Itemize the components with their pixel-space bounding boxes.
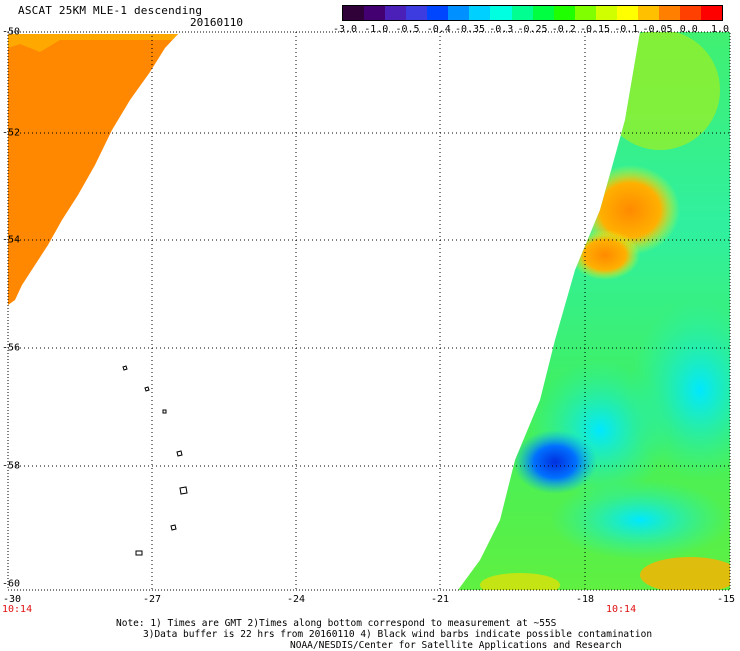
colorbar-swatch: [511, 6, 533, 20]
lon-label: -24: [286, 594, 306, 605]
colorbar-swatch: [701, 6, 723, 20]
colorbar-tick-label: -0.25: [517, 24, 548, 35]
time-label: 10:14: [606, 604, 637, 615]
east-swath: [458, 32, 730, 590]
colorbar-tick-label: -1.0: [364, 24, 389, 35]
lat-label: -54: [2, 234, 21, 246]
west-swath-edge: [8, 34, 178, 52]
colorbar-swatch: [574, 6, 596, 20]
time-label: 10:14: [2, 604, 33, 615]
colorbar-tick-label: -0.2: [551, 24, 576, 35]
footnote-line: Note: 1) Times are GMT 2)Times along bot…: [116, 618, 557, 629]
grid-lines: [8, 32, 730, 590]
colorbar-swatch: [448, 6, 470, 20]
colorbar: [342, 5, 723, 21]
colorbar-tick-label: -0.1: [614, 24, 639, 35]
colorbar-swatch: [343, 6, 365, 20]
west-swath: [8, 34, 178, 305]
colorbar-swatch: [616, 6, 638, 20]
chart-title: ASCAT 25KM MLE-1 descending: [18, 4, 203, 17]
colorbar-tick-label: -0.05: [642, 24, 673, 35]
colorbar-swatch: [406, 6, 428, 20]
colorbar-tick-label: 0.0: [679, 24, 698, 35]
colorbar-swatch: [595, 6, 617, 20]
colorbar-swatch: [637, 6, 659, 20]
footnote-line: NOAA/NESDIS/Center for Satellite Applica…: [290, 640, 622, 651]
colorbar-swatch: [532, 6, 554, 20]
chart-date: 20160110: [190, 16, 243, 29]
colorbar-swatch: [427, 6, 449, 20]
colorbar-swatch: [385, 6, 407, 20]
colorbar-tick-label: -0.15: [579, 24, 611, 35]
colorbar-tick-label: -0.35: [454, 24, 486, 35]
colorbar-tick-label: 1.0: [710, 24, 730, 35]
colorbar-swatch: [469, 6, 491, 20]
footnote-line: 3)Data buffer is 22 hrs from 20160110 4)…: [143, 629, 653, 640]
island-outlines: [122, 365, 188, 556]
colorbar-swatch: [658, 6, 680, 20]
plot-frame: [7, 31, 731, 591]
colorbar-tick-label: -0.4: [426, 24, 451, 35]
lon-label: -30: [2, 594, 22, 605]
lat-label: -52: [2, 127, 21, 139]
lat-label: -58: [2, 460, 21, 472]
colorbar-tick-label: -3.0: [332, 24, 358, 35]
lat-label: -56: [2, 342, 21, 354]
lon-label: -15: [716, 594, 736, 605]
lon-label: -18: [575, 594, 595, 605]
colorbar-swatch: [364, 6, 386, 20]
lon-label: -21: [430, 594, 450, 605]
lat-label: -50: [2, 26, 21, 38]
colorbar-swatch: [490, 6, 512, 20]
colorbar-swatch: [680, 6, 702, 20]
colorbar-tick-label: -0.3: [489, 24, 514, 35]
lat-label: -60: [2, 578, 21, 590]
colorbar-tick-label: -0.5: [395, 24, 420, 35]
colorbar-swatch: [553, 6, 575, 20]
lon-label: -27: [142, 594, 162, 605]
